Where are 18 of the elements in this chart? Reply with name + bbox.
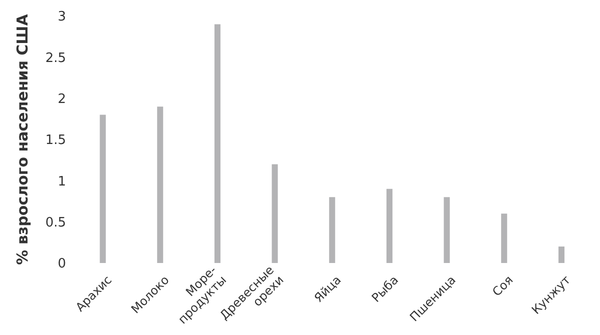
y-tick-label: 0 bbox=[58, 256, 66, 272]
y-tick-label: 1 bbox=[58, 174, 66, 190]
y-tick-label: 0.5 bbox=[45, 215, 66, 230]
x-tick-label: Соя bbox=[490, 272, 516, 300]
bar bbox=[386, 188, 392, 263]
bar bbox=[157, 106, 164, 263]
y-tick-label: 2 bbox=[58, 92, 66, 107]
y-tick-label: 2.5 bbox=[45, 50, 66, 66]
bar bbox=[501, 214, 508, 263]
y-tick-label: 3 bbox=[58, 10, 66, 25]
bar bbox=[558, 246, 564, 263]
bar bbox=[100, 114, 106, 263]
bar bbox=[272, 164, 278, 263]
bar bbox=[329, 197, 336, 263]
bar bbox=[444, 197, 450, 263]
y-axis-title: % взрослого населения США bbox=[13, 14, 32, 265]
y-tick-label: 1.5 bbox=[45, 133, 66, 148]
bar bbox=[214, 24, 220, 263]
